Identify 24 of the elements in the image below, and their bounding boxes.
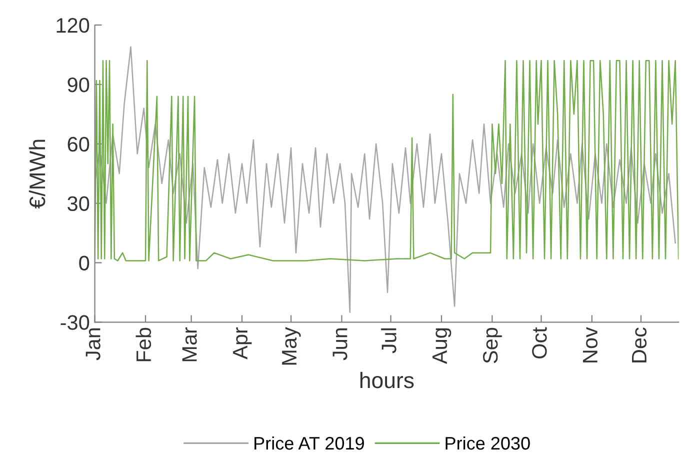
x-tick-label: Jul [381, 328, 396, 354]
x-tick-label: Apr [233, 327, 252, 360]
line-series [94, 60, 679, 262]
x-axis-title: hours [360, 372, 414, 388]
x-tick-label: Dec [632, 328, 647, 362]
y-tick-label: 30 [68, 196, 90, 212]
y-axis-title: €/MWh [28, 140, 46, 209]
y-tick-label: 0 [79, 256, 90, 270]
legend-label: Price 2030 [446, 436, 530, 450]
x-tick-label: Jan [86, 328, 100, 360]
y-tick-label: 60 [68, 136, 90, 152]
x-tick-label: Oct [532, 327, 547, 358]
x-tick-label: Feb [136, 328, 152, 362]
x-tick-label: May [282, 327, 301, 365]
line-series [94, 46, 676, 313]
x-tick-label: Aug [432, 328, 452, 364]
y-tick-label: 90 [68, 77, 90, 92]
x-tick-label: Sep [483, 328, 502, 364]
x-tick-label: Mar [182, 327, 197, 362]
legend-label: Price AT 2019 [254, 436, 364, 450]
x-tick-label: Jun [332, 328, 348, 360]
y-tick-label: -30 [60, 315, 90, 330]
x-tick-label: Nov [582, 327, 598, 362]
y-tick-label: 120 [56, 18, 90, 33]
